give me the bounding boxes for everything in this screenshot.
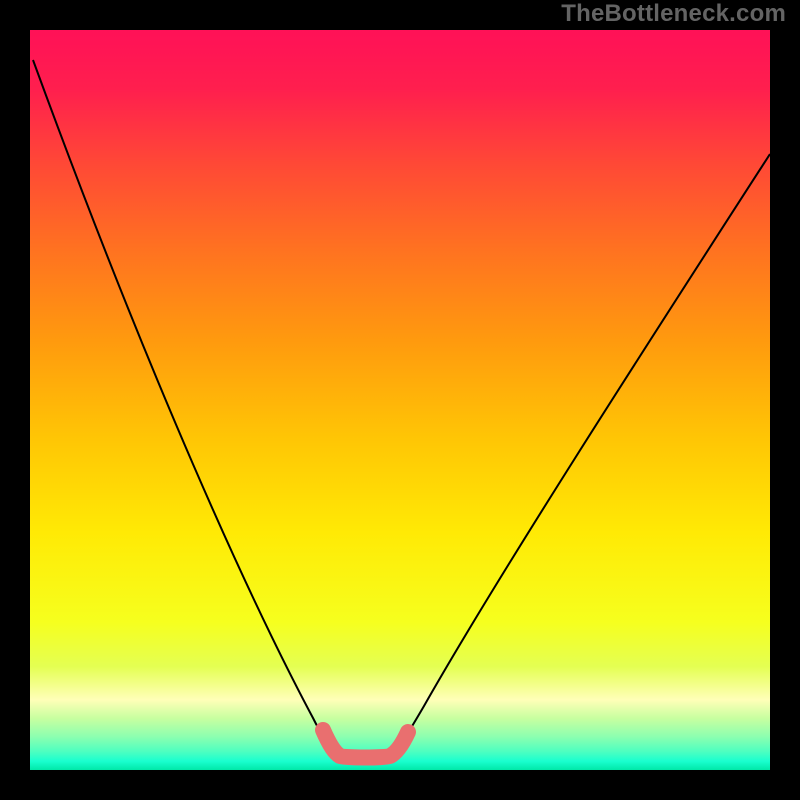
curve-layer xyxy=(30,30,770,770)
chart-container: TheBottleneck.com xyxy=(0,0,800,800)
watermark-text: TheBottleneck.com xyxy=(561,0,786,28)
optimal-range-highlight xyxy=(323,730,408,758)
bottleneck-curve xyxy=(33,60,770,752)
plot-area xyxy=(30,30,770,770)
